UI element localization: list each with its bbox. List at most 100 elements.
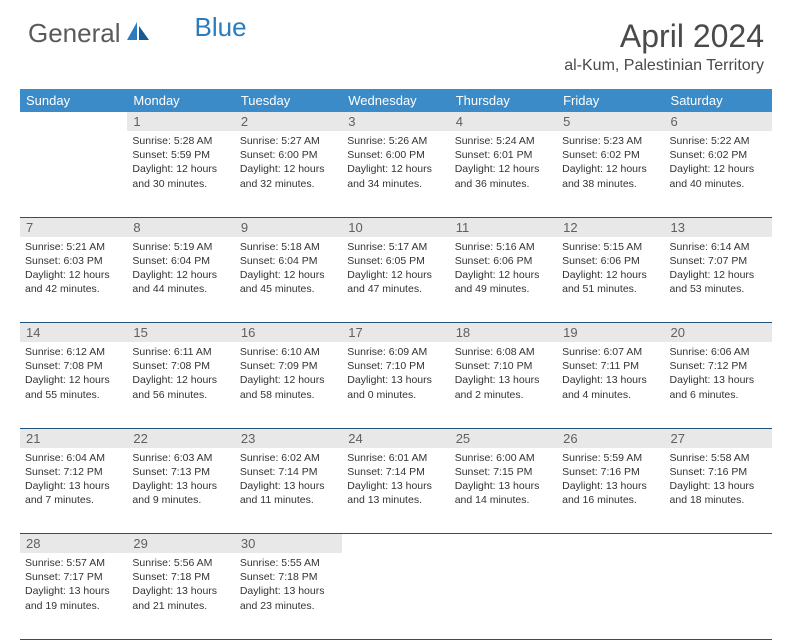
sunset-text: Sunset: 7:18 PM (132, 570, 229, 584)
day-number: 16 (235, 323, 342, 343)
sunset-text: Sunset: 7:08 PM (132, 359, 229, 373)
day-content: Sunrise: 5:56 AMSunset: 7:18 PMDaylight:… (127, 553, 234, 616)
day-cell: Sunrise: 5:26 AMSunset: 6:00 PMDaylight:… (342, 131, 449, 217)
sunrise-text: Sunrise: 6:03 AM (132, 451, 229, 465)
sunset-text: Sunset: 6:00 PM (347, 148, 444, 162)
sunrise-text: Sunrise: 5:22 AM (670, 134, 767, 148)
week-row: Sunrise: 5:28 AMSunset: 5:59 PMDaylight:… (20, 131, 772, 217)
weekday-header: Thursday (450, 89, 557, 112)
daylight-text: Daylight: 13 hours and 2 minutes. (455, 373, 552, 401)
day-cell: Sunrise: 5:27 AMSunset: 6:00 PMDaylight:… (235, 131, 342, 217)
title-block: April 2024 al-Kum, Palestinian Territory (564, 18, 764, 75)
sunset-text: Sunset: 7:09 PM (240, 359, 337, 373)
day-cell: Sunrise: 5:23 AMSunset: 6:02 PMDaylight:… (557, 131, 664, 217)
sunset-text: Sunset: 7:12 PM (670, 359, 767, 373)
day-number: 18 (450, 323, 557, 343)
sunset-text: Sunset: 6:04 PM (240, 254, 337, 268)
day-number: 22 (127, 428, 234, 448)
sunset-text: Sunset: 6:03 PM (25, 254, 122, 268)
daynum-row: 21222324252627 (20, 428, 772, 448)
daynum-row: 123456 (20, 112, 772, 131)
day-cell: Sunrise: 6:03 AMSunset: 7:13 PMDaylight:… (127, 448, 234, 534)
daylight-text: Daylight: 12 hours and 53 minutes. (670, 268, 767, 296)
day-cell: Sunrise: 5:24 AMSunset: 6:01 PMDaylight:… (450, 131, 557, 217)
week-row: Sunrise: 5:21 AMSunset: 6:03 PMDaylight:… (20, 237, 772, 323)
daylight-text: Daylight: 13 hours and 18 minutes. (670, 479, 767, 507)
sunrise-text: Sunrise: 5:56 AM (132, 556, 229, 570)
sunrise-text: Sunrise: 6:02 AM (240, 451, 337, 465)
weekday-header: Monday (127, 89, 234, 112)
day-content: Sunrise: 5:21 AMSunset: 6:03 PMDaylight:… (20, 237, 127, 300)
day-cell: Sunrise: 6:09 AMSunset: 7:10 PMDaylight:… (342, 342, 449, 428)
day-content: Sunrise: 5:22 AMSunset: 6:02 PMDaylight:… (665, 131, 772, 194)
day-number: 7 (20, 217, 127, 237)
sunrise-text: Sunrise: 5:19 AM (132, 240, 229, 254)
calendar-body: 123456Sunrise: 5:28 AMSunset: 5:59 PMDay… (20, 112, 772, 639)
day-content: Sunrise: 5:15 AMSunset: 6:06 PMDaylight:… (557, 237, 664, 300)
day-content: Sunrise: 6:04 AMSunset: 7:12 PMDaylight:… (20, 448, 127, 511)
day-number: 2 (235, 112, 342, 131)
day-number (20, 112, 127, 131)
daylight-text: Daylight: 12 hours and 34 minutes. (347, 162, 444, 190)
location: al-Kum, Palestinian Territory (564, 57, 764, 75)
day-number: 10 (342, 217, 449, 237)
day-content: Sunrise: 5:19 AMSunset: 6:04 PMDaylight:… (127, 237, 234, 300)
day-number (342, 534, 449, 554)
day-cell: Sunrise: 5:57 AMSunset: 7:17 PMDaylight:… (20, 553, 127, 639)
daylight-text: Daylight: 13 hours and 4 minutes. (562, 373, 659, 401)
day-content (450, 553, 557, 559)
sunset-text: Sunset: 6:01 PM (455, 148, 552, 162)
day-cell: Sunrise: 6:10 AMSunset: 7:09 PMDaylight:… (235, 342, 342, 428)
day-number (665, 534, 772, 554)
day-content: Sunrise: 5:58 AMSunset: 7:16 PMDaylight:… (665, 448, 772, 511)
sunset-text: Sunset: 6:06 PM (455, 254, 552, 268)
daylight-text: Daylight: 13 hours and 19 minutes. (25, 584, 122, 612)
sunrise-text: Sunrise: 5:18 AM (240, 240, 337, 254)
sunset-text: Sunset: 7:18 PM (240, 570, 337, 584)
sunset-text: Sunset: 6:05 PM (347, 254, 444, 268)
sunrise-text: Sunrise: 6:06 AM (670, 345, 767, 359)
daylight-text: Daylight: 12 hours and 49 minutes. (455, 268, 552, 296)
daylight-text: Daylight: 12 hours and 47 minutes. (347, 268, 444, 296)
day-cell (20, 131, 127, 217)
daylight-text: Daylight: 13 hours and 23 minutes. (240, 584, 337, 612)
day-cell: Sunrise: 5:58 AMSunset: 7:16 PMDaylight:… (665, 448, 772, 534)
daylight-text: Daylight: 13 hours and 9 minutes. (132, 479, 229, 507)
calendar-header: SundayMondayTuesdayWednesdayThursdayFrid… (20, 89, 772, 112)
day-number: 24 (342, 428, 449, 448)
day-cell: Sunrise: 6:08 AMSunset: 7:10 PMDaylight:… (450, 342, 557, 428)
daylight-text: Daylight: 13 hours and 16 minutes. (562, 479, 659, 507)
day-content: Sunrise: 6:03 AMSunset: 7:13 PMDaylight:… (127, 448, 234, 511)
day-number (557, 534, 664, 554)
day-cell: Sunrise: 6:00 AMSunset: 7:15 PMDaylight:… (450, 448, 557, 534)
sunrise-text: Sunrise: 6:11 AM (132, 345, 229, 359)
daylight-text: Daylight: 12 hours and 42 minutes. (25, 268, 122, 296)
day-cell: Sunrise: 6:14 AMSunset: 7:07 PMDaylight:… (665, 237, 772, 323)
sunset-text: Sunset: 6:04 PM (132, 254, 229, 268)
daynum-row: 14151617181920 (20, 323, 772, 343)
sunrise-text: Sunrise: 5:58 AM (670, 451, 767, 465)
sunset-text: Sunset: 7:11 PM (562, 359, 659, 373)
sunrise-text: Sunrise: 5:24 AM (455, 134, 552, 148)
day-number: 28 (20, 534, 127, 554)
sail-icon (125, 18, 153, 49)
day-cell: Sunrise: 5:56 AMSunset: 7:18 PMDaylight:… (127, 553, 234, 639)
day-cell: Sunrise: 5:15 AMSunset: 6:06 PMDaylight:… (557, 237, 664, 323)
sunrise-text: Sunrise: 6:09 AM (347, 345, 444, 359)
sunset-text: Sunset: 7:10 PM (455, 359, 552, 373)
day-cell: Sunrise: 6:01 AMSunset: 7:14 PMDaylight:… (342, 448, 449, 534)
day-content: Sunrise: 6:09 AMSunset: 7:10 PMDaylight:… (342, 342, 449, 405)
sunset-text: Sunset: 7:16 PM (562, 465, 659, 479)
sunset-text: Sunset: 7:13 PM (132, 465, 229, 479)
day-number: 15 (127, 323, 234, 343)
day-cell (665, 553, 772, 639)
day-cell: Sunrise: 6:12 AMSunset: 7:08 PMDaylight:… (20, 342, 127, 428)
daylight-text: Daylight: 12 hours and 58 minutes. (240, 373, 337, 401)
day-content: Sunrise: 6:01 AMSunset: 7:14 PMDaylight:… (342, 448, 449, 511)
weekday-header: Wednesday (342, 89, 449, 112)
day-cell (557, 553, 664, 639)
day-content: Sunrise: 6:11 AMSunset: 7:08 PMDaylight:… (127, 342, 234, 405)
day-cell: Sunrise: 6:02 AMSunset: 7:14 PMDaylight:… (235, 448, 342, 534)
weekday-header: Friday (557, 89, 664, 112)
day-content: Sunrise: 5:55 AMSunset: 7:18 PMDaylight:… (235, 553, 342, 616)
